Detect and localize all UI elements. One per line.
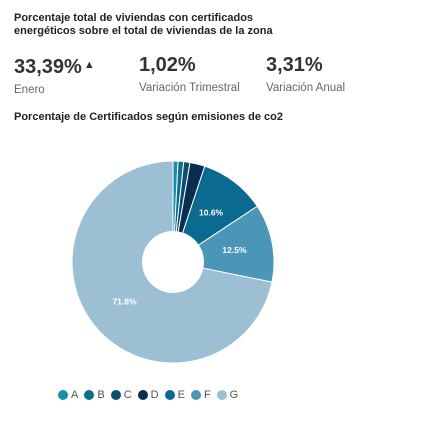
kpi-quarterly-value: 1,02% xyxy=(139,54,196,76)
kpi-current-label: Enero xyxy=(14,84,45,96)
data-label-G: 71.8% xyxy=(112,297,137,307)
data-label-F: 12.5% xyxy=(222,245,247,255)
legend-item-C[interactable]: C xyxy=(110,389,132,401)
co2-emissions-pie-chart: 10.6% 12.5% 71.8% xyxy=(71,160,275,364)
kpi-annual-value: 3,31% xyxy=(266,54,323,76)
data-label-E: 10.6% xyxy=(199,207,224,217)
legend-label: G xyxy=(229,389,239,401)
legend-item-E[interactable]: E xyxy=(164,389,185,401)
legend-dot-icon xyxy=(137,390,148,400)
kpi-annual-label: Variación Anual xyxy=(266,82,346,94)
legend-label: E xyxy=(177,389,185,401)
legend-label: B xyxy=(97,389,105,401)
legend-item-B[interactable]: B xyxy=(84,389,105,401)
pie-slice-E[interactable] xyxy=(172,165,258,264)
legend-label: C xyxy=(123,389,132,401)
legend-label: D xyxy=(150,389,159,401)
legend-dot-icon xyxy=(110,390,121,400)
legend-label: F xyxy=(203,389,211,401)
chart-title: Porcentaje de Certificados según emision… xyxy=(14,111,283,123)
legend-dot-icon xyxy=(58,390,68,400)
legend-item-D[interactable]: D xyxy=(137,389,159,401)
kpi-quarterly: 1,02% Variación Trimestral xyxy=(139,53,240,94)
kpi-current-value: 33,39% ▲ xyxy=(14,56,95,78)
donut-hole xyxy=(142,231,204,293)
chart-legend: A B C D E F G xyxy=(58,386,244,404)
kpi-annual: 3,31% Variación Anual xyxy=(266,53,345,94)
indicator-title: Porcentaje total de viviendas con certif… xyxy=(14,12,273,37)
kpi-current: 33,39% ▲ Enero xyxy=(14,53,95,96)
kpi-quarterly-label: Variación Trimestral xyxy=(139,82,240,94)
legend-dot-icon xyxy=(216,390,227,400)
legend-item-G[interactable]: G xyxy=(216,389,239,401)
legend-dot-icon xyxy=(84,390,95,400)
legend-dot-icon xyxy=(164,390,175,400)
legend-item-F[interactable]: F xyxy=(190,389,211,401)
legend-item-A[interactable]: A xyxy=(58,389,78,401)
legend-dot-icon xyxy=(190,390,201,400)
legend-label: A xyxy=(71,389,79,401)
kpi-row: 33,39% ▲ Enero 1,02% Variación Trimestral… xyxy=(14,53,434,97)
trend-up-icon: ▲ xyxy=(83,59,95,71)
